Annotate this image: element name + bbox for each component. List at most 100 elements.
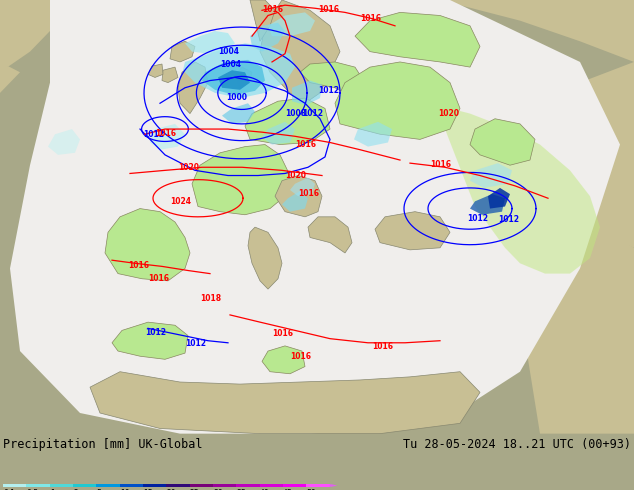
Bar: [50, 484, 73, 487]
Text: 1012: 1012: [143, 130, 164, 139]
Text: 1016: 1016: [318, 5, 339, 14]
Text: 1000: 1000: [226, 93, 247, 102]
Polygon shape: [300, 62, 365, 98]
Text: 45: 45: [283, 489, 293, 490]
Polygon shape: [112, 322, 188, 359]
Polygon shape: [0, 62, 20, 93]
Polygon shape: [355, 12, 480, 67]
Text: 1012: 1012: [498, 215, 519, 224]
Polygon shape: [290, 177, 315, 196]
Text: 1016: 1016: [360, 14, 381, 23]
Polygon shape: [183, 43, 295, 98]
Text: 50: 50: [306, 489, 316, 490]
Bar: [283, 484, 306, 487]
Bar: [260, 484, 283, 487]
Polygon shape: [178, 62, 208, 114]
Text: 1016: 1016: [298, 189, 319, 198]
Text: 1016: 1016: [262, 5, 283, 14]
Text: Tu 28-05-2024 18..21 UTC (00+93): Tu 28-05-2024 18..21 UTC (00+93): [403, 438, 631, 451]
Polygon shape: [262, 346, 305, 374]
Polygon shape: [440, 0, 634, 62]
Polygon shape: [282, 191, 308, 212]
Polygon shape: [148, 64, 163, 77]
Text: 1012: 1012: [302, 109, 323, 118]
Text: 1016: 1016: [148, 274, 169, 283]
Text: 1012: 1012: [467, 214, 488, 223]
Polygon shape: [375, 212, 450, 250]
Text: 0.1: 0.1: [3, 489, 15, 490]
Polygon shape: [388, 93, 600, 273]
Text: 1016: 1016: [290, 352, 311, 361]
Polygon shape: [268, 12, 315, 36]
Polygon shape: [470, 194, 505, 215]
Text: 1016: 1016: [295, 140, 316, 148]
Polygon shape: [162, 67, 178, 83]
Text: 30: 30: [213, 489, 223, 490]
Text: 2: 2: [73, 489, 78, 490]
Polygon shape: [150, 124, 185, 150]
Bar: [96, 484, 120, 487]
Text: 1016: 1016: [372, 342, 393, 351]
Text: 1016: 1016: [155, 129, 176, 138]
Polygon shape: [250, 0, 275, 41]
Text: 15: 15: [143, 489, 153, 490]
Polygon shape: [292, 80, 322, 105]
Bar: [213, 484, 236, 487]
Text: 1004: 1004: [218, 47, 239, 56]
Polygon shape: [248, 227, 282, 289]
Polygon shape: [275, 175, 322, 217]
Polygon shape: [10, 0, 620, 434]
Text: 1020: 1020: [285, 171, 306, 180]
Text: 5: 5: [96, 489, 101, 490]
Polygon shape: [520, 227, 634, 434]
Polygon shape: [236, 67, 252, 88]
Text: 1016: 1016: [430, 160, 451, 169]
Text: 1016: 1016: [128, 262, 149, 270]
Text: 20: 20: [166, 489, 176, 490]
Text: 1: 1: [50, 489, 55, 490]
Bar: [166, 484, 190, 487]
Bar: [306, 484, 330, 487]
Polygon shape: [0, 0, 80, 72]
Polygon shape: [218, 70, 250, 90]
Text: Precipitation [mm] UK-Global: Precipitation [mm] UK-Global: [3, 438, 203, 451]
Polygon shape: [105, 209, 190, 281]
Polygon shape: [245, 98, 330, 145]
Polygon shape: [202, 60, 265, 95]
Polygon shape: [260, 0, 340, 103]
Polygon shape: [250, 23, 285, 51]
Polygon shape: [560, 62, 634, 248]
Text: 1018: 1018: [200, 294, 221, 303]
Polygon shape: [262, 122, 295, 145]
Polygon shape: [470, 163, 512, 188]
Text: 10: 10: [120, 489, 129, 490]
Text: 1020: 1020: [438, 109, 459, 118]
Text: 1012: 1012: [318, 86, 339, 95]
Bar: [143, 484, 167, 487]
Polygon shape: [48, 129, 80, 155]
Bar: [3, 484, 27, 487]
Polygon shape: [335, 62, 460, 139]
FancyArrow shape: [330, 484, 337, 487]
Text: 25: 25: [190, 489, 199, 490]
Polygon shape: [185, 31, 235, 54]
Polygon shape: [170, 41, 195, 62]
Text: 1024: 1024: [170, 197, 191, 206]
Text: 1012: 1012: [145, 327, 166, 337]
Text: 1020: 1020: [178, 163, 199, 172]
Text: 1012: 1012: [185, 339, 206, 348]
Bar: [236, 484, 260, 487]
Polygon shape: [90, 372, 480, 434]
Bar: [190, 484, 213, 487]
Text: 0.5: 0.5: [27, 489, 39, 490]
Bar: [120, 484, 143, 487]
Polygon shape: [192, 145, 290, 215]
Polygon shape: [354, 122, 392, 147]
Text: 40: 40: [260, 489, 269, 490]
Text: 1016: 1016: [272, 329, 293, 338]
Polygon shape: [470, 119, 535, 165]
Polygon shape: [222, 103, 255, 124]
Text: 35: 35: [236, 489, 246, 490]
Polygon shape: [308, 217, 352, 253]
Polygon shape: [60, 0, 160, 26]
